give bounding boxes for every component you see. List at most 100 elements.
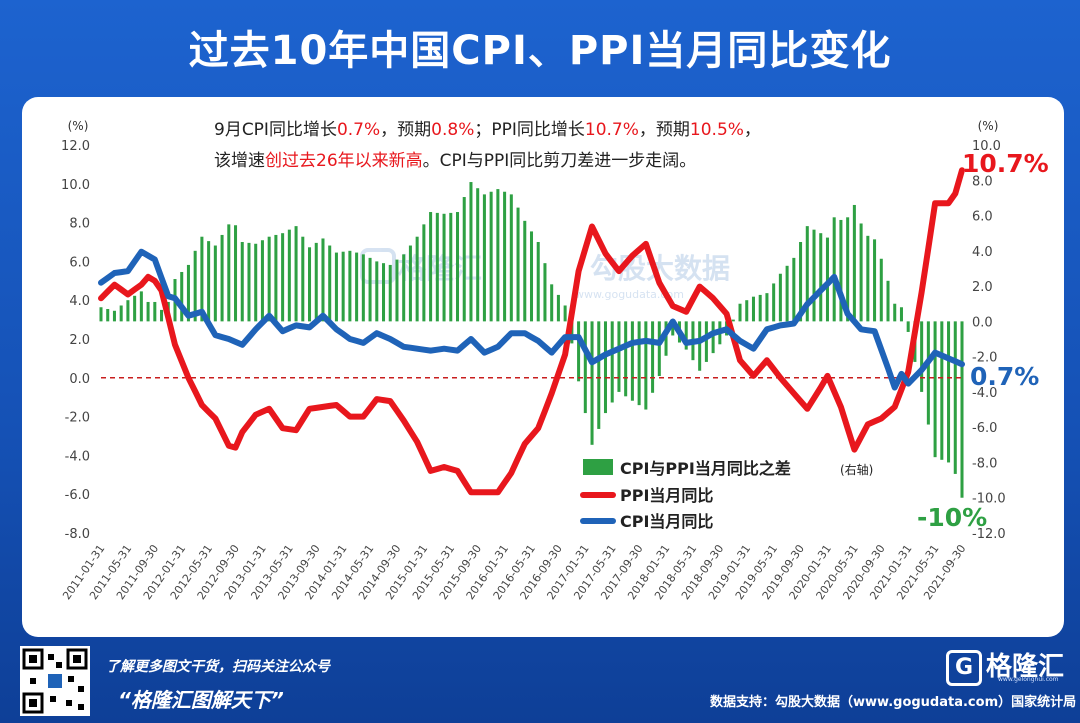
diff-bar	[328, 245, 332, 322]
cpi-series-line	[98, 248, 965, 391]
legend-ppi-label: PPI当月同比	[620, 486, 713, 505]
diff-bar	[240, 242, 244, 322]
diff-bar	[267, 236, 271, 322]
right-tick-label: -10.0	[972, 492, 1006, 507]
diff-bar	[960, 321, 964, 498]
diff-bar	[792, 257, 796, 322]
chart-legend: CPI与PPI当月同比之差 (右轴) PPI当月同比 CPI当月同比	[580, 459, 873, 531]
diff-bar	[933, 321, 937, 458]
subtitle-text: 9月CPI同比增长	[214, 120, 337, 140]
right-tick-label: 0.0	[972, 315, 993, 330]
diff-bar	[402, 254, 406, 322]
diff-bar	[227, 224, 231, 322]
diff-bar	[536, 242, 540, 322]
left-tick-label: -8.0	[65, 527, 90, 542]
diff-bar	[348, 250, 352, 322]
footer-slogan: “格隆汇图解天下”	[118, 688, 284, 712]
diff-bar	[503, 191, 507, 322]
right-tick-label: 2.0	[972, 280, 993, 295]
subtitle-highlight: 创过去26年以来新高	[265, 151, 423, 171]
left-tick-label: -2.0	[65, 411, 90, 426]
diff-bar	[408, 245, 412, 322]
subtitle-highlight: 10.7%	[585, 120, 639, 140]
right-tick-label: -2.0	[972, 351, 997, 366]
diff-bar	[603, 321, 608, 414]
diff-bar	[133, 295, 137, 322]
cpi-last-annotation: 0.7%	[970, 362, 1039, 391]
diff-bar	[435, 212, 439, 322]
diff-bar	[119, 305, 123, 322]
diff-bar	[550, 284, 554, 322]
right-tick-label: 8.0	[972, 174, 993, 189]
diff-bar	[664, 321, 668, 356]
right-tick-label: -12.0	[972, 527, 1006, 542]
diff-bar	[449, 212, 453, 322]
brand-logo: G 格隆汇	[946, 646, 1064, 686]
diff-bar	[577, 321, 581, 382]
subtitle-highlight: 10.5%	[690, 120, 744, 140]
ppi-series-line	[98, 167, 965, 496]
diff-bar	[731, 319, 735, 322]
watermark-name: 格隆汇	[398, 252, 482, 285]
diff-bar	[597, 321, 601, 429]
diff-bar	[778, 273, 782, 322]
diff-bar	[355, 252, 359, 322]
legend-diff-swatch	[583, 459, 613, 475]
subtitle-text: ，预期	[380, 120, 431, 140]
diff-bar	[772, 283, 776, 322]
diff-bar	[765, 293, 769, 322]
diff-bar	[334, 252, 338, 322]
left-axis-unit: (%)	[68, 119, 89, 133]
diff-bar	[758, 294, 762, 322]
legend-cpi-label: CPI当月同比	[620, 512, 713, 531]
subtitle-text: 该增速	[214, 151, 265, 171]
diff-bar	[186, 264, 190, 322]
subtitle-highlight: 0.8%	[431, 120, 474, 140]
diff-bar	[523, 220, 527, 322]
legend-diff-axis-note: (右轴)	[840, 462, 873, 477]
diff-bar	[308, 247, 312, 322]
diff-bar	[388, 264, 392, 322]
diff-bar	[812, 229, 816, 322]
diff-bar	[139, 291, 143, 322]
diff-bar	[873, 239, 877, 322]
diff-bar	[617, 321, 621, 392]
diff-bar	[146, 301, 150, 322]
diff-bar	[213, 245, 217, 322]
diff-bar	[207, 241, 211, 322]
left-tick-label: 8.0	[69, 217, 90, 232]
diff-bar	[200, 236, 204, 322]
diff-bar	[321, 238, 325, 322]
legend-diff-label: CPI与PPI当月同比之差	[620, 459, 791, 478]
diff-bar	[893, 303, 897, 322]
diff-bar	[866, 235, 870, 322]
axes: (%) (%) 12.0 10.0 8.0 6.0 4.0 2.0 0.0 -2.0 -4.0 -6.…	[60, 119, 1006, 602]
diff-bar	[698, 321, 702, 371]
subtitle-text: ；PPI同比增长	[474, 120, 585, 140]
qr-code[interactable]	[20, 646, 90, 716]
diff-bar	[906, 321, 910, 332]
diff-bar	[590, 321, 594, 445]
diff-bar	[274, 234, 278, 322]
diff-bar	[281, 233, 285, 322]
diff-bar	[839, 219, 843, 322]
diff-last-annotation: -10%	[917, 503, 987, 532]
subtitle-highlight: 0.7%	[337, 120, 380, 140]
diff-bar	[879, 258, 883, 322]
subtitle-text: ，	[744, 120, 761, 140]
page-title: 过去10年中国CPI、PPI当月同比变化	[188, 28, 892, 74]
diff-bar	[543, 263, 547, 322]
diff-bar	[254, 243, 258, 322]
diff-bar	[153, 301, 157, 322]
diff-bar	[462, 197, 466, 322]
diff-bar	[738, 303, 742, 322]
logo-url: www.gelonghui.com	[998, 676, 1059, 683]
diff-bar	[583, 321, 587, 414]
diff-bar	[630, 321, 634, 401]
right-tick-label: -6.0	[972, 421, 997, 436]
diff-bar	[126, 300, 130, 322]
diff-bar	[415, 236, 419, 322]
annotations: 10.7% 0.7% -10%	[917, 149, 1049, 532]
diff-bar	[751, 296, 755, 322]
